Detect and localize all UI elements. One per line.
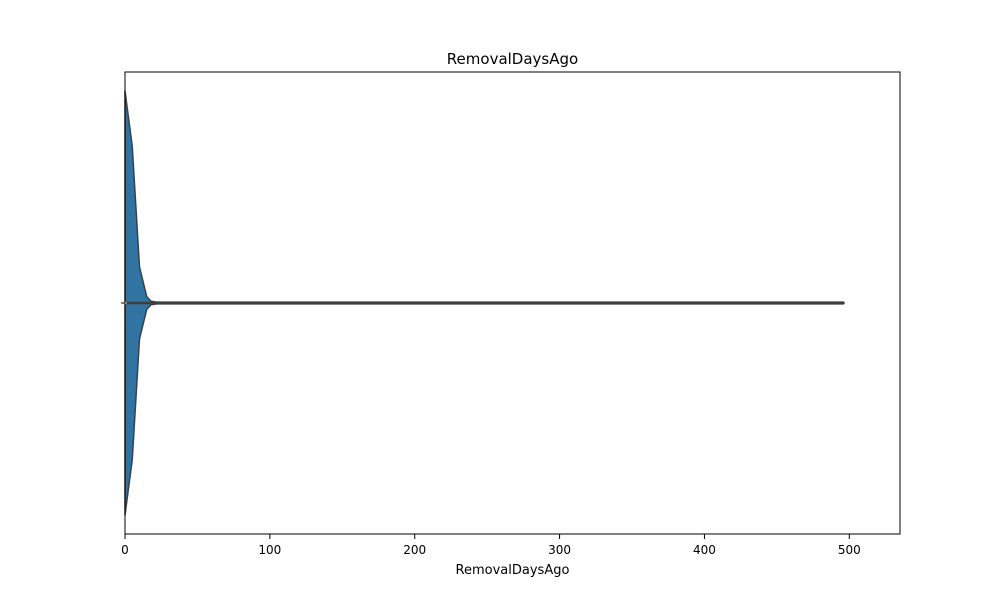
chart-title: RemovalDaysAgo: [447, 50, 578, 68]
x-axis-ticks: 0 100 200 300 400 500: [121, 302, 861, 557]
x-tick-label: 100: [258, 543, 281, 557]
x-tick-label: 200: [403, 543, 426, 557]
x-tick-label: 0: [121, 543, 129, 557]
x-tick-label: 300: [548, 543, 571, 557]
x-axis-label: RemovalDaysAgo: [456, 563, 570, 578]
x-tick-label: 500: [838, 543, 861, 557]
x-tick-label: 400: [693, 543, 716, 557]
violin-layer: [123, 90, 845, 516]
